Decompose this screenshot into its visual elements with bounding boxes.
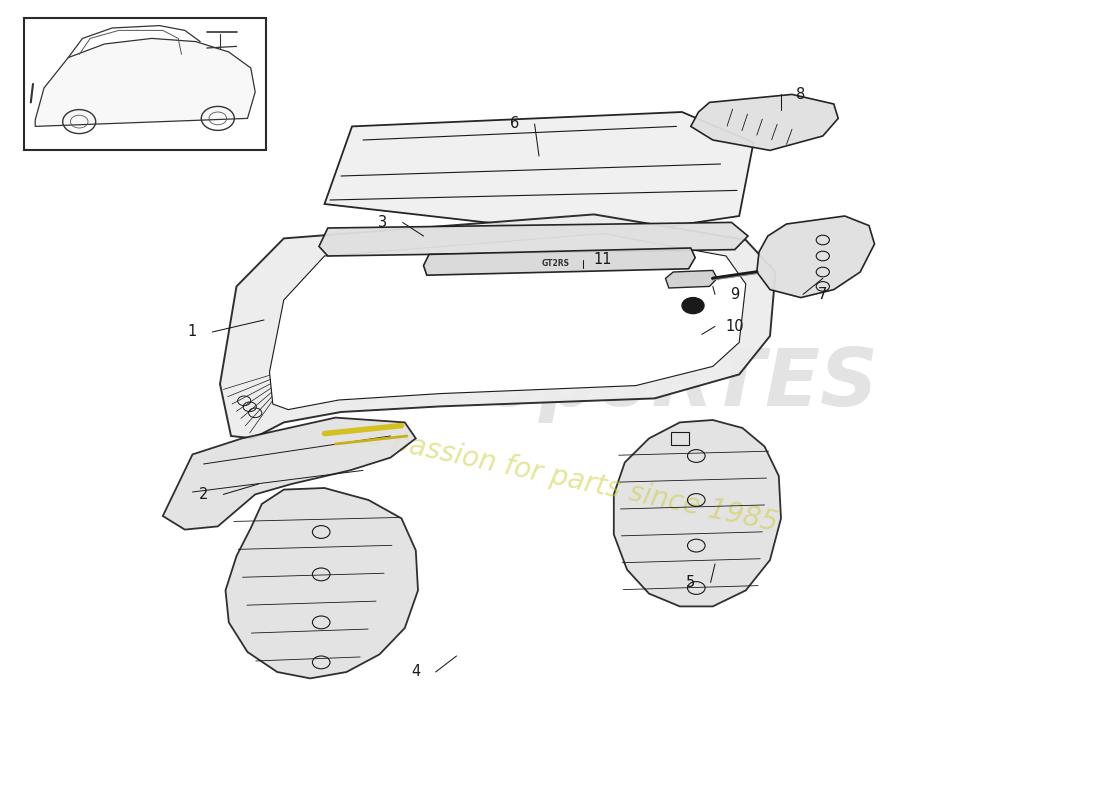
Text: 5: 5 bbox=[686, 575, 695, 590]
Polygon shape bbox=[614, 420, 781, 606]
Polygon shape bbox=[226, 488, 418, 678]
Polygon shape bbox=[757, 216, 874, 298]
Bar bbox=[671, 432, 689, 445]
Circle shape bbox=[688, 302, 698, 310]
Text: 4: 4 bbox=[411, 665, 420, 679]
Polygon shape bbox=[220, 214, 775, 438]
Polygon shape bbox=[324, 112, 754, 236]
Polygon shape bbox=[35, 38, 255, 126]
Text: 10: 10 bbox=[726, 319, 744, 334]
Polygon shape bbox=[666, 270, 717, 288]
Text: 8: 8 bbox=[796, 87, 805, 102]
Polygon shape bbox=[691, 94, 838, 150]
Text: europoRTES: europoRTES bbox=[332, 345, 878, 423]
Polygon shape bbox=[270, 234, 746, 410]
Polygon shape bbox=[319, 222, 748, 256]
Circle shape bbox=[682, 298, 704, 314]
FancyBboxPatch shape bbox=[24, 18, 266, 150]
Text: 11: 11 bbox=[594, 253, 612, 267]
Text: GT2RS: GT2RS bbox=[541, 259, 570, 269]
Text: a passion for parts since 1985: a passion for parts since 1985 bbox=[364, 422, 780, 538]
Text: 7: 7 bbox=[818, 287, 827, 302]
Text: 2: 2 bbox=[199, 487, 208, 502]
Polygon shape bbox=[163, 418, 416, 530]
Text: 9: 9 bbox=[730, 287, 739, 302]
Text: 3: 3 bbox=[378, 215, 387, 230]
Text: 1: 1 bbox=[188, 325, 197, 339]
Polygon shape bbox=[424, 248, 695, 275]
Text: 6: 6 bbox=[510, 117, 519, 131]
